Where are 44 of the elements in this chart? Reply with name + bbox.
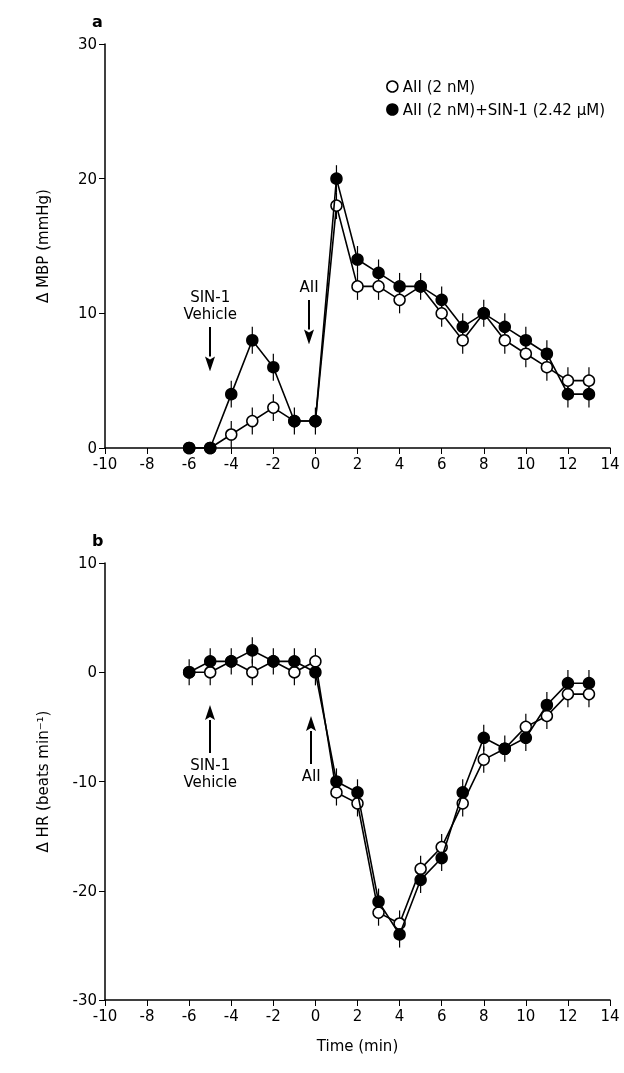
ref-line-label: AII xyxy=(299,277,319,296)
legend-label: AII (2 nM)+SIN-1 (2.42 μM) xyxy=(402,100,605,119)
y-tick-label: -20 xyxy=(72,881,97,900)
x-tick-label: -2 xyxy=(265,454,281,473)
ref-line-label: SIN-1 Vehicle xyxy=(183,756,238,792)
x-tick-label: 14 xyxy=(600,1006,620,1025)
x-tick-label: -6 xyxy=(181,1006,197,1025)
x-tick-label: 10 xyxy=(516,1006,536,1025)
x-axis-title: Time (min) xyxy=(315,1036,399,1055)
y-tick-label: -30 xyxy=(72,991,97,1009)
ref-line-label: SIN-1 Vehicle xyxy=(183,287,238,323)
x-tick-label: -4 xyxy=(223,1006,239,1025)
x-tick-label: 4 xyxy=(394,454,405,473)
x-tick-label: 8 xyxy=(478,454,489,473)
x-tick-label: -4 xyxy=(223,454,239,473)
x-tick-label: 2 xyxy=(352,1006,363,1025)
legend-label: AII (2 nM) xyxy=(402,77,476,96)
x-tick-label: 6 xyxy=(436,454,447,473)
x-tick-label: -6 xyxy=(181,454,197,473)
y-tick-label: 30 xyxy=(77,35,97,53)
x-tick-label: 12 xyxy=(558,1006,578,1025)
chart-title: a xyxy=(92,11,103,31)
x-tick-label: 2 xyxy=(352,454,363,473)
x-tick-label: 0 xyxy=(310,454,321,473)
x-tick-label: 6 xyxy=(436,1006,447,1025)
x-tick-label: -8 xyxy=(139,1006,155,1025)
y-tick-label: 10 xyxy=(77,304,97,323)
y-tick-label: 0 xyxy=(87,439,97,457)
y-axis-title: Δ HR (beats min⁻¹) xyxy=(33,710,52,853)
x-tick-label: -2 xyxy=(265,1006,281,1025)
y-tick-label: 0 xyxy=(87,663,97,682)
x-tick-label: 14 xyxy=(600,454,620,473)
x-tick-label: 10 xyxy=(516,454,536,473)
y-tick-label: 20 xyxy=(77,169,97,188)
ref-line-label: AII xyxy=(301,767,321,786)
x-tick-label: 4 xyxy=(394,1006,405,1025)
y-tick-label: 10 xyxy=(77,554,97,572)
x-tick-label: 12 xyxy=(558,454,578,473)
x-tick-label: 0 xyxy=(310,1006,321,1025)
y-axis-title: Δ MBP (mmHg) xyxy=(33,189,52,303)
x-tick-label: 8 xyxy=(478,1006,489,1025)
y-tick-label: -10 xyxy=(72,772,97,791)
x-tick-label: -8 xyxy=(139,454,155,473)
chart-title: b xyxy=(92,530,104,550)
